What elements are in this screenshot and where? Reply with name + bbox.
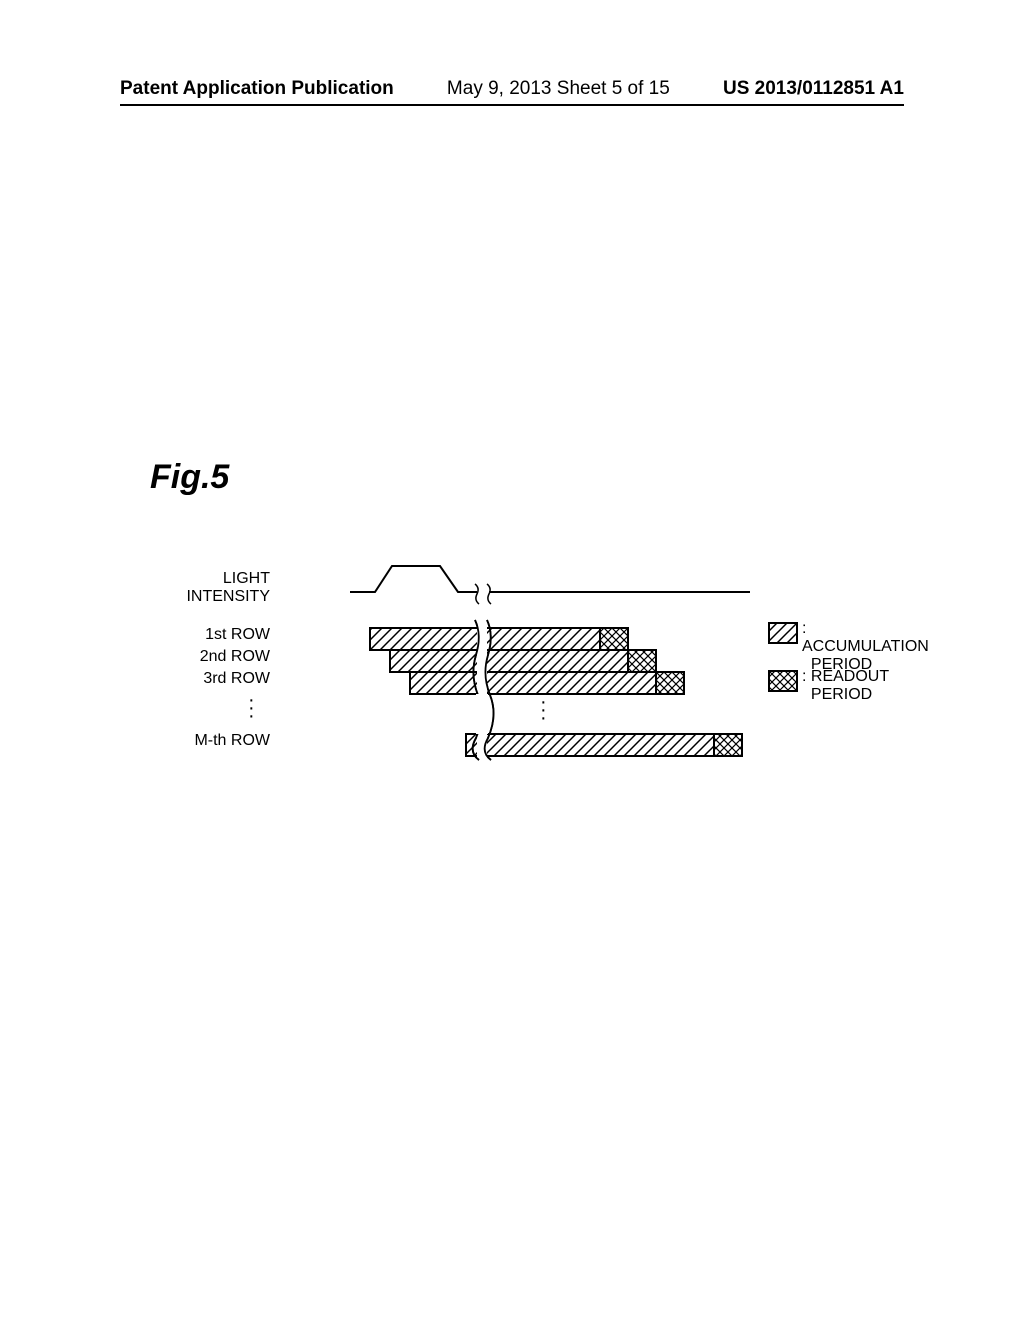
row-vdots-left: ···: [248, 696, 255, 720]
legend-acc-label: : ACCUMULATION PERIOD: [802, 620, 929, 674]
light-label-line2: INTENSITY: [186, 588, 270, 605]
break-line-top-1: [475, 584, 479, 604]
rowM-accumulation-bar: [466, 734, 714, 756]
timing-diagram: LIGHT INTENSITY 1st ROW 2nd ROW 3rd ROW …: [200, 560, 900, 820]
row2-accumulation-bar: [390, 650, 628, 672]
legend-readout-label: : READOUT PERIOD: [802, 668, 889, 704]
row2-readout-bar: [628, 650, 656, 672]
light-label-line1: LIGHT: [223, 570, 270, 587]
row3-label: 3rd ROW: [160, 670, 270, 688]
break-line-top-2: [487, 584, 491, 604]
header-center: May 9, 2013 Sheet 5 of 15: [447, 78, 670, 100]
legend-readout-line1: : READOUT: [802, 668, 889, 685]
header-rule: [120, 104, 904, 106]
row2-label: 2nd ROW: [160, 648, 270, 666]
diagram-svg: [280, 560, 780, 770]
row1-readout-bar: [600, 628, 628, 650]
row1-label: 1st ROW: [160, 626, 270, 644]
page-header: Patent Application Publication May 9, 20…: [0, 78, 1024, 100]
light-pulse-line: [350, 566, 750, 592]
legend-readout-line2: PERIOD: [811, 686, 872, 703]
light-intensity-label: LIGHT INTENSITY: [160, 570, 270, 606]
legend-readout-swatch: [768, 670, 798, 692]
rowM-label: M-th ROW: [160, 732, 270, 750]
legend-acc-swatch: [768, 622, 798, 644]
header-left: Patent Application Publication: [120, 78, 394, 100]
header-right: US 2013/0112851 A1: [723, 78, 904, 100]
row3-readout-bar: [656, 672, 684, 694]
row-vdots-center: ···: [540, 698, 547, 722]
rowM-readout-bar: [714, 734, 742, 756]
row3-accumulation-bar: [410, 672, 656, 694]
legend-acc-line1: : ACCUMULATION: [802, 620, 929, 655]
figure-label: Fig.5: [150, 458, 229, 497]
